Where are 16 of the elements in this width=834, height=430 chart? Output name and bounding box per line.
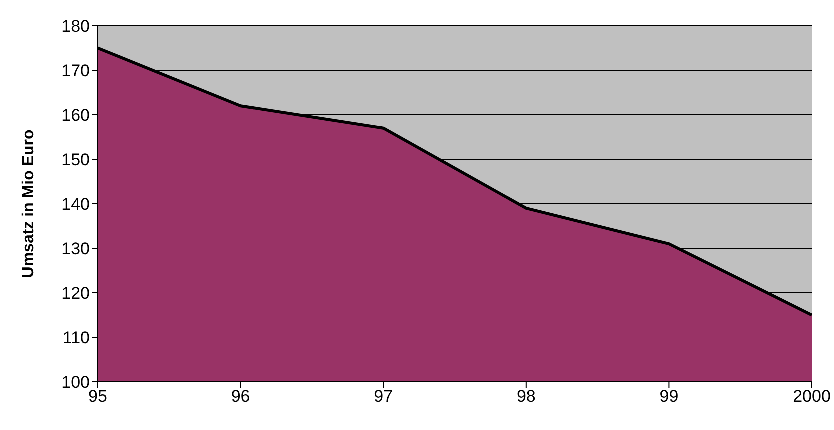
x-tick-label: 2000: [793, 387, 831, 406]
y-tick-label: 100: [62, 373, 90, 392]
y-tick-label: 120: [62, 284, 90, 304]
y-tick-label: 110: [62, 328, 90, 348]
x-tick-label: 97: [374, 387, 394, 406]
x-tick-label: 99: [660, 387, 679, 406]
y-tick-label: 170: [62, 62, 90, 81]
y-tick-label: 160: [62, 106, 90, 126]
x-tick-label: 95: [88, 387, 108, 406]
y-axis-title: Umsatz in Mio Euro: [20, 130, 38, 278]
y-tick-label: 130: [62, 240, 90, 259]
y-tick-label: 150: [62, 150, 90, 170]
x-tick-label: 96: [231, 387, 250, 406]
x-tick-label: 98: [516, 387, 536, 406]
y-tick-label: 180: [62, 17, 90, 36]
y-tick-label: 140: [62, 195, 90, 214]
